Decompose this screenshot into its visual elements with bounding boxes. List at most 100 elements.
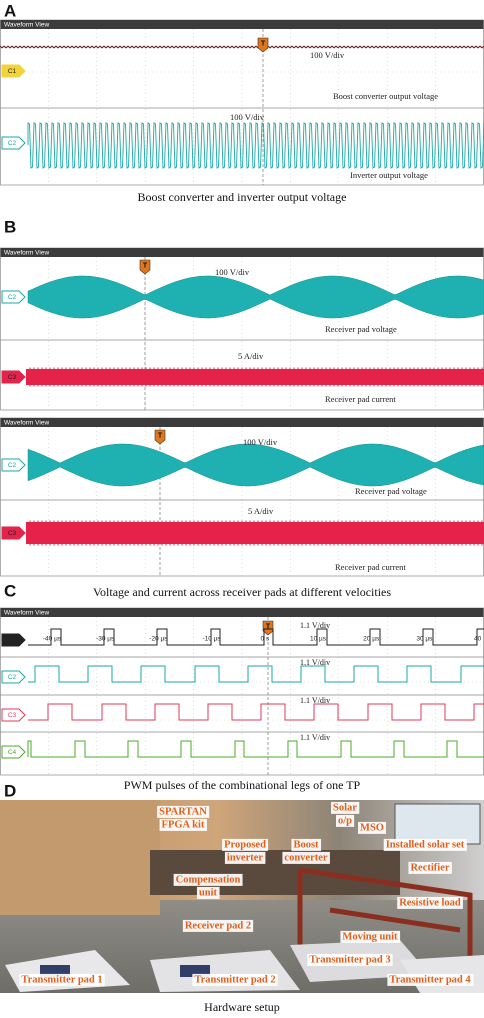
caption: Voltage and current across receiver pads… bbox=[93, 585, 391, 599]
channel-label: C3 bbox=[8, 712, 17, 719]
callout-box bbox=[157, 805, 210, 818]
callout-box bbox=[196, 886, 220, 899]
channel-badge bbox=[1, 708, 26, 722]
scope-header bbox=[0, 248, 484, 257]
label: 5 A/div bbox=[248, 506, 274, 516]
channel-label: C3 bbox=[8, 374, 17, 381]
scope-frame bbox=[0, 607, 484, 776]
window-title: Waveform View bbox=[4, 22, 49, 29]
label: 100 V/div bbox=[310, 50, 345, 60]
callout: Solar bbox=[333, 802, 357, 813]
channel-badge bbox=[1, 370, 26, 384]
current-band bbox=[26, 522, 484, 544]
trigger-label: T bbox=[266, 623, 271, 630]
callout: FPGA kit bbox=[162, 819, 205, 830]
callout: Receiver pad 2 bbox=[185, 920, 251, 931]
channel-badge bbox=[1, 526, 26, 540]
channel-badge bbox=[1, 633, 26, 647]
callout: Resistive load bbox=[399, 897, 461, 908]
trigger-label: T bbox=[261, 40, 266, 47]
callout: unit bbox=[199, 887, 218, 898]
callout: SPARTAN bbox=[159, 806, 207, 817]
caption: PWM pulses of the combinational legs of … bbox=[124, 778, 361, 792]
trigger-marker bbox=[154, 429, 166, 445]
callout: MSO bbox=[360, 822, 384, 833]
photo-window bbox=[394, 803, 481, 845]
callout-box bbox=[358, 821, 386, 834]
label: Receiver pad current bbox=[325, 394, 396, 404]
callout: Transmitter pad 2 bbox=[194, 974, 275, 985]
trigger-label: T bbox=[158, 432, 163, 439]
callout: Proposed bbox=[224, 839, 266, 850]
channel-label: C1 bbox=[8, 637, 17, 644]
window-title: Waveform View bbox=[4, 250, 49, 257]
callout: inverter bbox=[227, 852, 263, 863]
pwm-trace bbox=[27, 740, 484, 758]
photo-frame bbox=[297, 867, 473, 970]
label: 1.1 V/div bbox=[300, 621, 330, 630]
channel-label: C4 bbox=[8, 749, 17, 756]
panel-label: A bbox=[4, 1, 16, 20]
time-label: 30 µs bbox=[416, 636, 433, 643]
label: Inverter output voltage bbox=[350, 170, 428, 180]
callout-box bbox=[307, 953, 393, 966]
time-label: -40 µs bbox=[43, 636, 62, 643]
channel-label: C2 bbox=[8, 294, 17, 301]
callout-box bbox=[291, 838, 322, 851]
time-label: 40 bbox=[474, 636, 482, 643]
panel-label: C bbox=[4, 581, 16, 600]
callout-box bbox=[340, 930, 401, 943]
callout: Boost bbox=[293, 839, 319, 850]
caption: Hardware setup bbox=[204, 1000, 280, 1014]
callout-box bbox=[408, 861, 452, 874]
time-label: 20 µs bbox=[363, 636, 380, 643]
channel-badge bbox=[1, 745, 26, 759]
window-title: Waveform View bbox=[4, 420, 49, 427]
scope-frame bbox=[0, 417, 484, 577]
callout-box bbox=[335, 814, 355, 827]
label: Receiver pad voltage bbox=[325, 324, 397, 334]
callout-box bbox=[159, 818, 207, 831]
scope-header bbox=[0, 418, 484, 427]
c2-trace bbox=[27, 122, 484, 169]
callout: Moving unit bbox=[342, 931, 398, 942]
pwm-trace bbox=[28, 628, 484, 646]
channel-badge bbox=[1, 290, 26, 304]
callout-box bbox=[182, 919, 254, 932]
callout-box bbox=[224, 851, 266, 864]
callout-box bbox=[331, 801, 360, 814]
panel-label: D bbox=[4, 781, 16, 800]
label: 1.1 V/div bbox=[300, 733, 330, 742]
channel-label: C1 bbox=[8, 68, 17, 75]
callout-box bbox=[173, 873, 243, 886]
photo-table bbox=[150, 850, 400, 895]
callout: Transmitter pad 4 bbox=[389, 974, 471, 985]
callout-box bbox=[397, 896, 463, 909]
callout-box bbox=[19, 973, 105, 986]
channel-label: C2 bbox=[8, 140, 17, 147]
panel-label: B bbox=[4, 217, 16, 236]
scope-header bbox=[0, 608, 484, 617]
label: 100 V/div bbox=[230, 112, 265, 122]
trigger-label: T bbox=[143, 262, 148, 269]
trigger-marker bbox=[139, 259, 151, 275]
callout-box bbox=[282, 851, 330, 864]
label: Boost converter output voltage bbox=[333, 91, 438, 101]
window-title: Waveform View bbox=[4, 610, 49, 617]
voltage-envelope bbox=[27, 443, 484, 487]
time-label: 0 s bbox=[260, 636, 269, 643]
callout-box bbox=[387, 973, 474, 986]
callout: o/p bbox=[338, 815, 352, 826]
label: Receiver pad voltage bbox=[355, 486, 427, 496]
time-label: -10 µs bbox=[202, 636, 221, 643]
channel-label: C2 bbox=[8, 674, 17, 681]
channel-badge bbox=[1, 458, 26, 472]
callout: Transmitter pad 1 bbox=[21, 974, 102, 985]
channel-badge bbox=[1, 670, 26, 684]
pwm-trace bbox=[28, 665, 484, 683]
callout-box bbox=[222, 838, 269, 851]
label: Receiver pad current bbox=[335, 562, 406, 572]
scope-header bbox=[0, 20, 484, 29]
label: 100 V/div bbox=[243, 437, 278, 447]
